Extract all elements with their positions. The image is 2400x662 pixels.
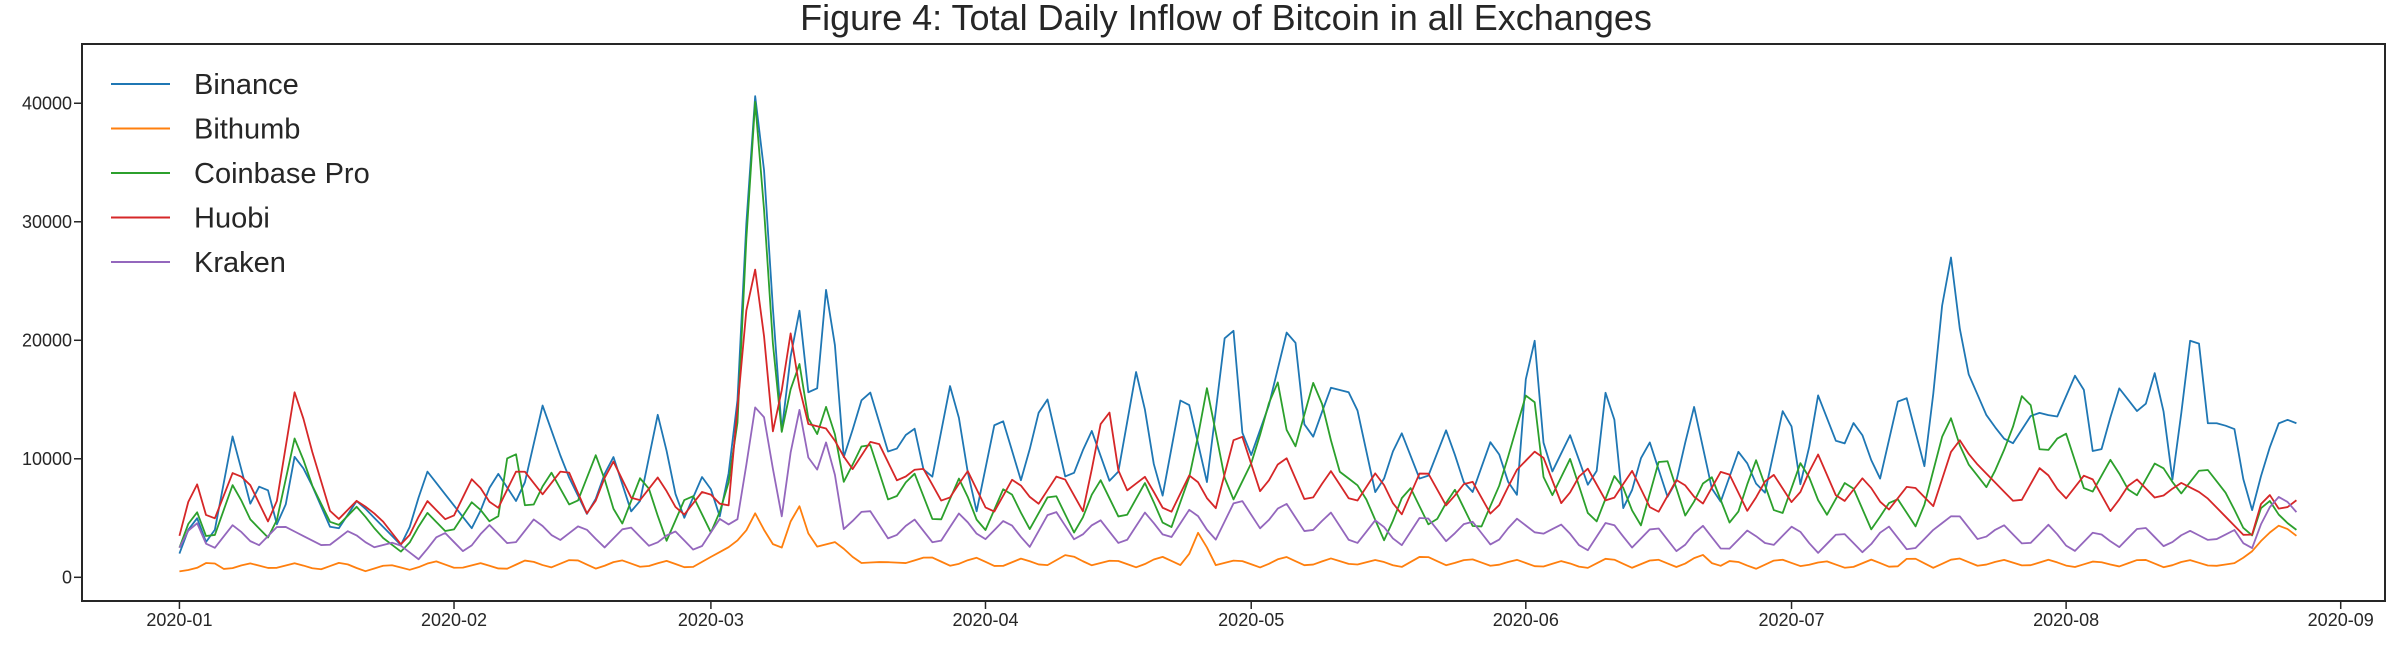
x-tick-label: 2020-04 xyxy=(952,610,1018,630)
y-tick-label: 10000 xyxy=(22,449,72,469)
y-tick-label: 30000 xyxy=(22,212,72,232)
legend-label: Huobi xyxy=(194,203,270,235)
chart-title: Figure 4: Total Daily Inflow of Bitcoin … xyxy=(800,0,1652,38)
x-tick-label: 2020-03 xyxy=(678,610,744,630)
y-tick-label: 20000 xyxy=(22,330,72,350)
x-tick-label: 2020-05 xyxy=(1218,610,1284,630)
x-tick-label: 2020-08 xyxy=(2033,610,2099,630)
series-line-coinbase-pro xyxy=(178,101,2297,553)
legend-label: Binance xyxy=(194,69,299,101)
legend-label: Kraken xyxy=(194,247,286,279)
legend-label: Bithumb xyxy=(194,114,300,146)
x-tick-label: 2020-09 xyxy=(2308,610,2374,630)
x-tick-label: 2020-06 xyxy=(1493,610,1559,630)
series-line-kraken xyxy=(178,406,2298,561)
series-line-bithumb xyxy=(179,505,2297,573)
x-tick-label: 2020-07 xyxy=(1759,610,1825,630)
legend-label: Coinbase Pro xyxy=(194,158,370,190)
y-tick-label: 40000 xyxy=(22,93,72,113)
series-line-huobi xyxy=(178,268,2297,546)
x-tick-label: 2020-02 xyxy=(421,610,487,630)
legend: Binance Bithumb Coinbase Pro Huobi Kraken xyxy=(111,69,370,279)
series-layer xyxy=(178,95,2298,573)
series-line-binance xyxy=(178,95,2297,554)
x-tick-label: 2020-01 xyxy=(146,610,212,630)
y-tick-label: 0 xyxy=(62,567,72,587)
y-axis: 0 10000 20000 30000 40000 xyxy=(22,93,82,587)
plot-frame xyxy=(81,43,2386,602)
x-axis: 2020-01 2020-02 2020-03 2020-04 2020-05 2020-… xyxy=(146,601,2374,630)
